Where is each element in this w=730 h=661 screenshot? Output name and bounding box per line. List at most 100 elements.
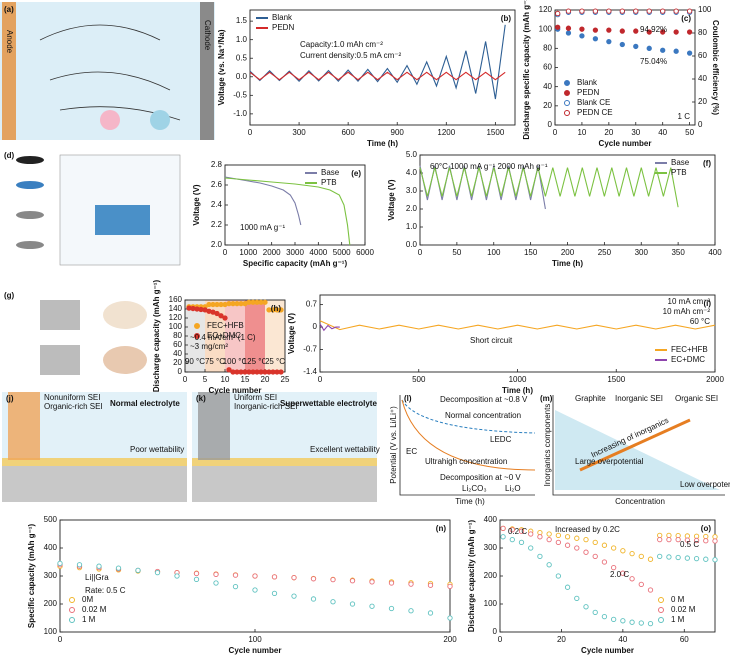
y-tick-label: 5.0 — [406, 150, 418, 159]
legend-swatch — [564, 80, 570, 86]
y-tick-label: 100 — [169, 322, 183, 331]
diagram-text: Uniform SEI — [234, 393, 277, 402]
diagram-text: LEDC — [490, 435, 512, 444]
data-point — [647, 620, 654, 627]
x-tick-label: 20 — [604, 128, 613, 137]
legend-swatch — [194, 323, 200, 329]
y-tick-label: 120 — [169, 313, 183, 322]
disk-icon — [16, 181, 44, 189]
data-point — [565, 8, 572, 14]
diagram-text: Inorganics components — [543, 404, 552, 487]
temperature-band — [225, 300, 245, 372]
data-point — [592, 609, 598, 616]
data-point — [555, 24, 561, 30]
y-tick-label: 0.5 — [236, 53, 248, 62]
data-point — [686, 29, 693, 35]
data-point — [278, 307, 284, 313]
diagram-text: (a) — [4, 5, 14, 14]
data-point — [574, 595, 580, 602]
series-line — [419, 167, 679, 208]
data-point — [226, 367, 232, 373]
diagram-text: Organic SEI — [675, 394, 718, 403]
data-point — [291, 575, 297, 581]
data-point — [154, 569, 161, 576]
legend-swatch — [69, 607, 75, 613]
y-tick-label: 200 — [44, 599, 58, 608]
organic-sei-region — [8, 392, 40, 460]
data-point — [447, 615, 453, 621]
data-point — [579, 8, 585, 14]
y-tick-label: 2.6 — [211, 180, 223, 189]
inorganic-sei-region — [198, 392, 230, 460]
y-tick-label: 60 — [173, 340, 182, 349]
annotation: 1000 mA g⁻¹ — [240, 223, 285, 232]
diagram-text: Superwettable electrolyte — [280, 399, 377, 408]
legend-label: Blank CE — [577, 98, 610, 107]
data-point — [673, 48, 679, 54]
y-tick-label: 2.8 — [211, 160, 223, 169]
data-point — [135, 567, 141, 574]
data-point — [408, 581, 414, 587]
band-label: 75 °C — [205, 357, 225, 366]
sketch-axes — [399, 395, 535, 496]
legend-label: PEDN — [577, 88, 599, 97]
y-tick-label: 2.0 — [406, 204, 418, 213]
legend-label: 1 M — [671, 615, 685, 624]
x-tick-label: 300 — [635, 248, 649, 257]
y2-tick-label: 60 — [698, 51, 707, 60]
data-point — [310, 576, 317, 582]
data-point — [555, 573, 562, 579]
y-tick-label: 0 — [493, 627, 498, 636]
x-axis-label: Time (h) — [367, 139, 398, 148]
annotation: 94.92% — [640, 25, 667, 34]
diagram-text: Concentration — [615, 497, 665, 506]
data-point — [537, 529, 543, 536]
legend-label: EC+DMC — [671, 355, 705, 364]
plot-frame — [554, 9, 696, 126]
data-point — [703, 538, 709, 544]
data-point — [76, 562, 83, 568]
data-point — [388, 605, 395, 612]
data-point — [193, 576, 200, 583]
annotation: Capacity:1.0 mAh cm⁻² — [300, 40, 383, 49]
graphite-layer — [192, 466, 377, 502]
y2-tick-label: 0 — [698, 120, 703, 129]
diagram-text: Decomposition at ~0 V — [440, 473, 521, 482]
x-tick-label: 150 — [524, 248, 538, 257]
data-point — [686, 8, 693, 14]
data-point — [712, 534, 718, 540]
y-tick-label: 4.0 — [406, 168, 418, 177]
y-tick-label: 100 — [44, 627, 58, 636]
series-line — [249, 24, 506, 100]
data-point — [647, 587, 654, 593]
diagram-text: Normal concentration — [445, 411, 521, 420]
y-tick-label: 0 — [313, 322, 318, 331]
annotation: 10 mAh cm⁻² — [663, 307, 711, 316]
legend-label: FEC+HFB — [207, 321, 244, 330]
data-point — [574, 535, 580, 541]
y-tick-label: 0 — [548, 120, 553, 129]
y-axis-label: Voltage (vs. Na⁺/Na) — [217, 29, 226, 105]
diagram-text: Anode — [5, 30, 14, 54]
annotation: Rate: 0.5 C — [85, 586, 126, 595]
cell-cylinder — [40, 345, 80, 375]
data-point — [500, 525, 506, 532]
legend-label: FEC+HFB — [671, 345, 708, 354]
data-point — [546, 531, 552, 537]
y-tick-label: 0.0 — [236, 72, 248, 81]
x-tick-label: 1200 — [437, 128, 455, 137]
y-tick-label: -1.0 — [233, 109, 247, 118]
data-point — [271, 574, 278, 580]
annotation: 2.0 C — [610, 570, 629, 579]
x-axis-label: Time (h) — [552, 259, 583, 268]
x-tick-label: 0 — [183, 375, 188, 384]
cathode-bar — [200, 2, 214, 140]
temperature-band — [245, 300, 265, 372]
sei-layer — [192, 458, 377, 466]
y-tick-label: 100 — [539, 24, 553, 33]
data-point — [660, 8, 666, 14]
legend-swatch — [564, 110, 570, 116]
disk-icon — [16, 211, 44, 219]
x-tick-label: 500 — [412, 375, 426, 384]
data-point — [330, 576, 336, 583]
